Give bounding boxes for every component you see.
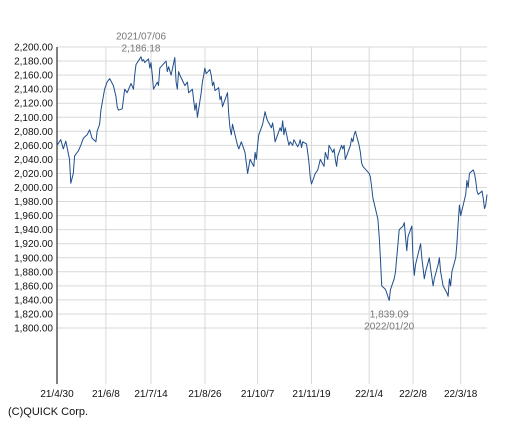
x-tick-label: 21/11/19 (292, 389, 331, 400)
y-tick-label: 1,800.00 (14, 324, 53, 335)
low-value-label: 1,839.09 (370, 310, 409, 321)
y-tick-label: 1,820.00 (14, 309, 53, 320)
x-tick-label: 21/6/8 (92, 389, 120, 400)
x-tick-label: 22/1/4 (355, 389, 383, 400)
x-tick-label: 22/2/8 (399, 389, 427, 400)
x-tick-label: 21/7/14 (134, 389, 168, 400)
y-tick-label: 1,960.00 (14, 211, 53, 222)
y-tick-label: 2,180.00 (14, 57, 53, 68)
y-tick-label: 2,140.00 (14, 85, 53, 96)
y-tick-label: 1,980.00 (14, 197, 53, 208)
y-tick-label: 2,100.00 (14, 113, 53, 124)
y-tick-label: 1,900.00 (14, 253, 53, 264)
y-tick-label: 2,200.00 (14, 43, 53, 54)
y-tick-label: 2,160.00 (14, 71, 53, 82)
x-tick-label: 21/4/30 (40, 389, 74, 400)
copyright-text: (C)QUICK Corp. (8, 406, 89, 418)
y-tick-label: 1,940.00 (14, 225, 53, 236)
y-tick-label: 2,060.00 (14, 141, 53, 152)
y-tick-label: 2,080.00 (14, 127, 53, 138)
x-tick-label: 21/8/26 (188, 389, 222, 400)
x-tick-label: 21/10/7 (241, 389, 275, 400)
y-tick-label: 2,040.00 (14, 155, 53, 166)
high-value-label: 2,186.18 (122, 44, 161, 55)
y-tick-label: 2,000.00 (14, 183, 53, 194)
y-tick-label: 2,120.00 (14, 99, 53, 110)
low-date-label: 2022/01/20 (364, 322, 414, 333)
series-line (56, 56, 488, 301)
y-tick-label: 1,840.00 (14, 295, 53, 306)
y-tick-label: 2,020.00 (14, 169, 53, 180)
x-tick-label: 22/3/18 (444, 389, 478, 400)
y-tick-label: 1,880.00 (14, 267, 53, 278)
y-tick-label: 1,920.00 (14, 239, 53, 250)
y-tick-label: 1,860.00 (14, 281, 53, 292)
high-date-label: 2021/07/06 (116, 32, 166, 43)
